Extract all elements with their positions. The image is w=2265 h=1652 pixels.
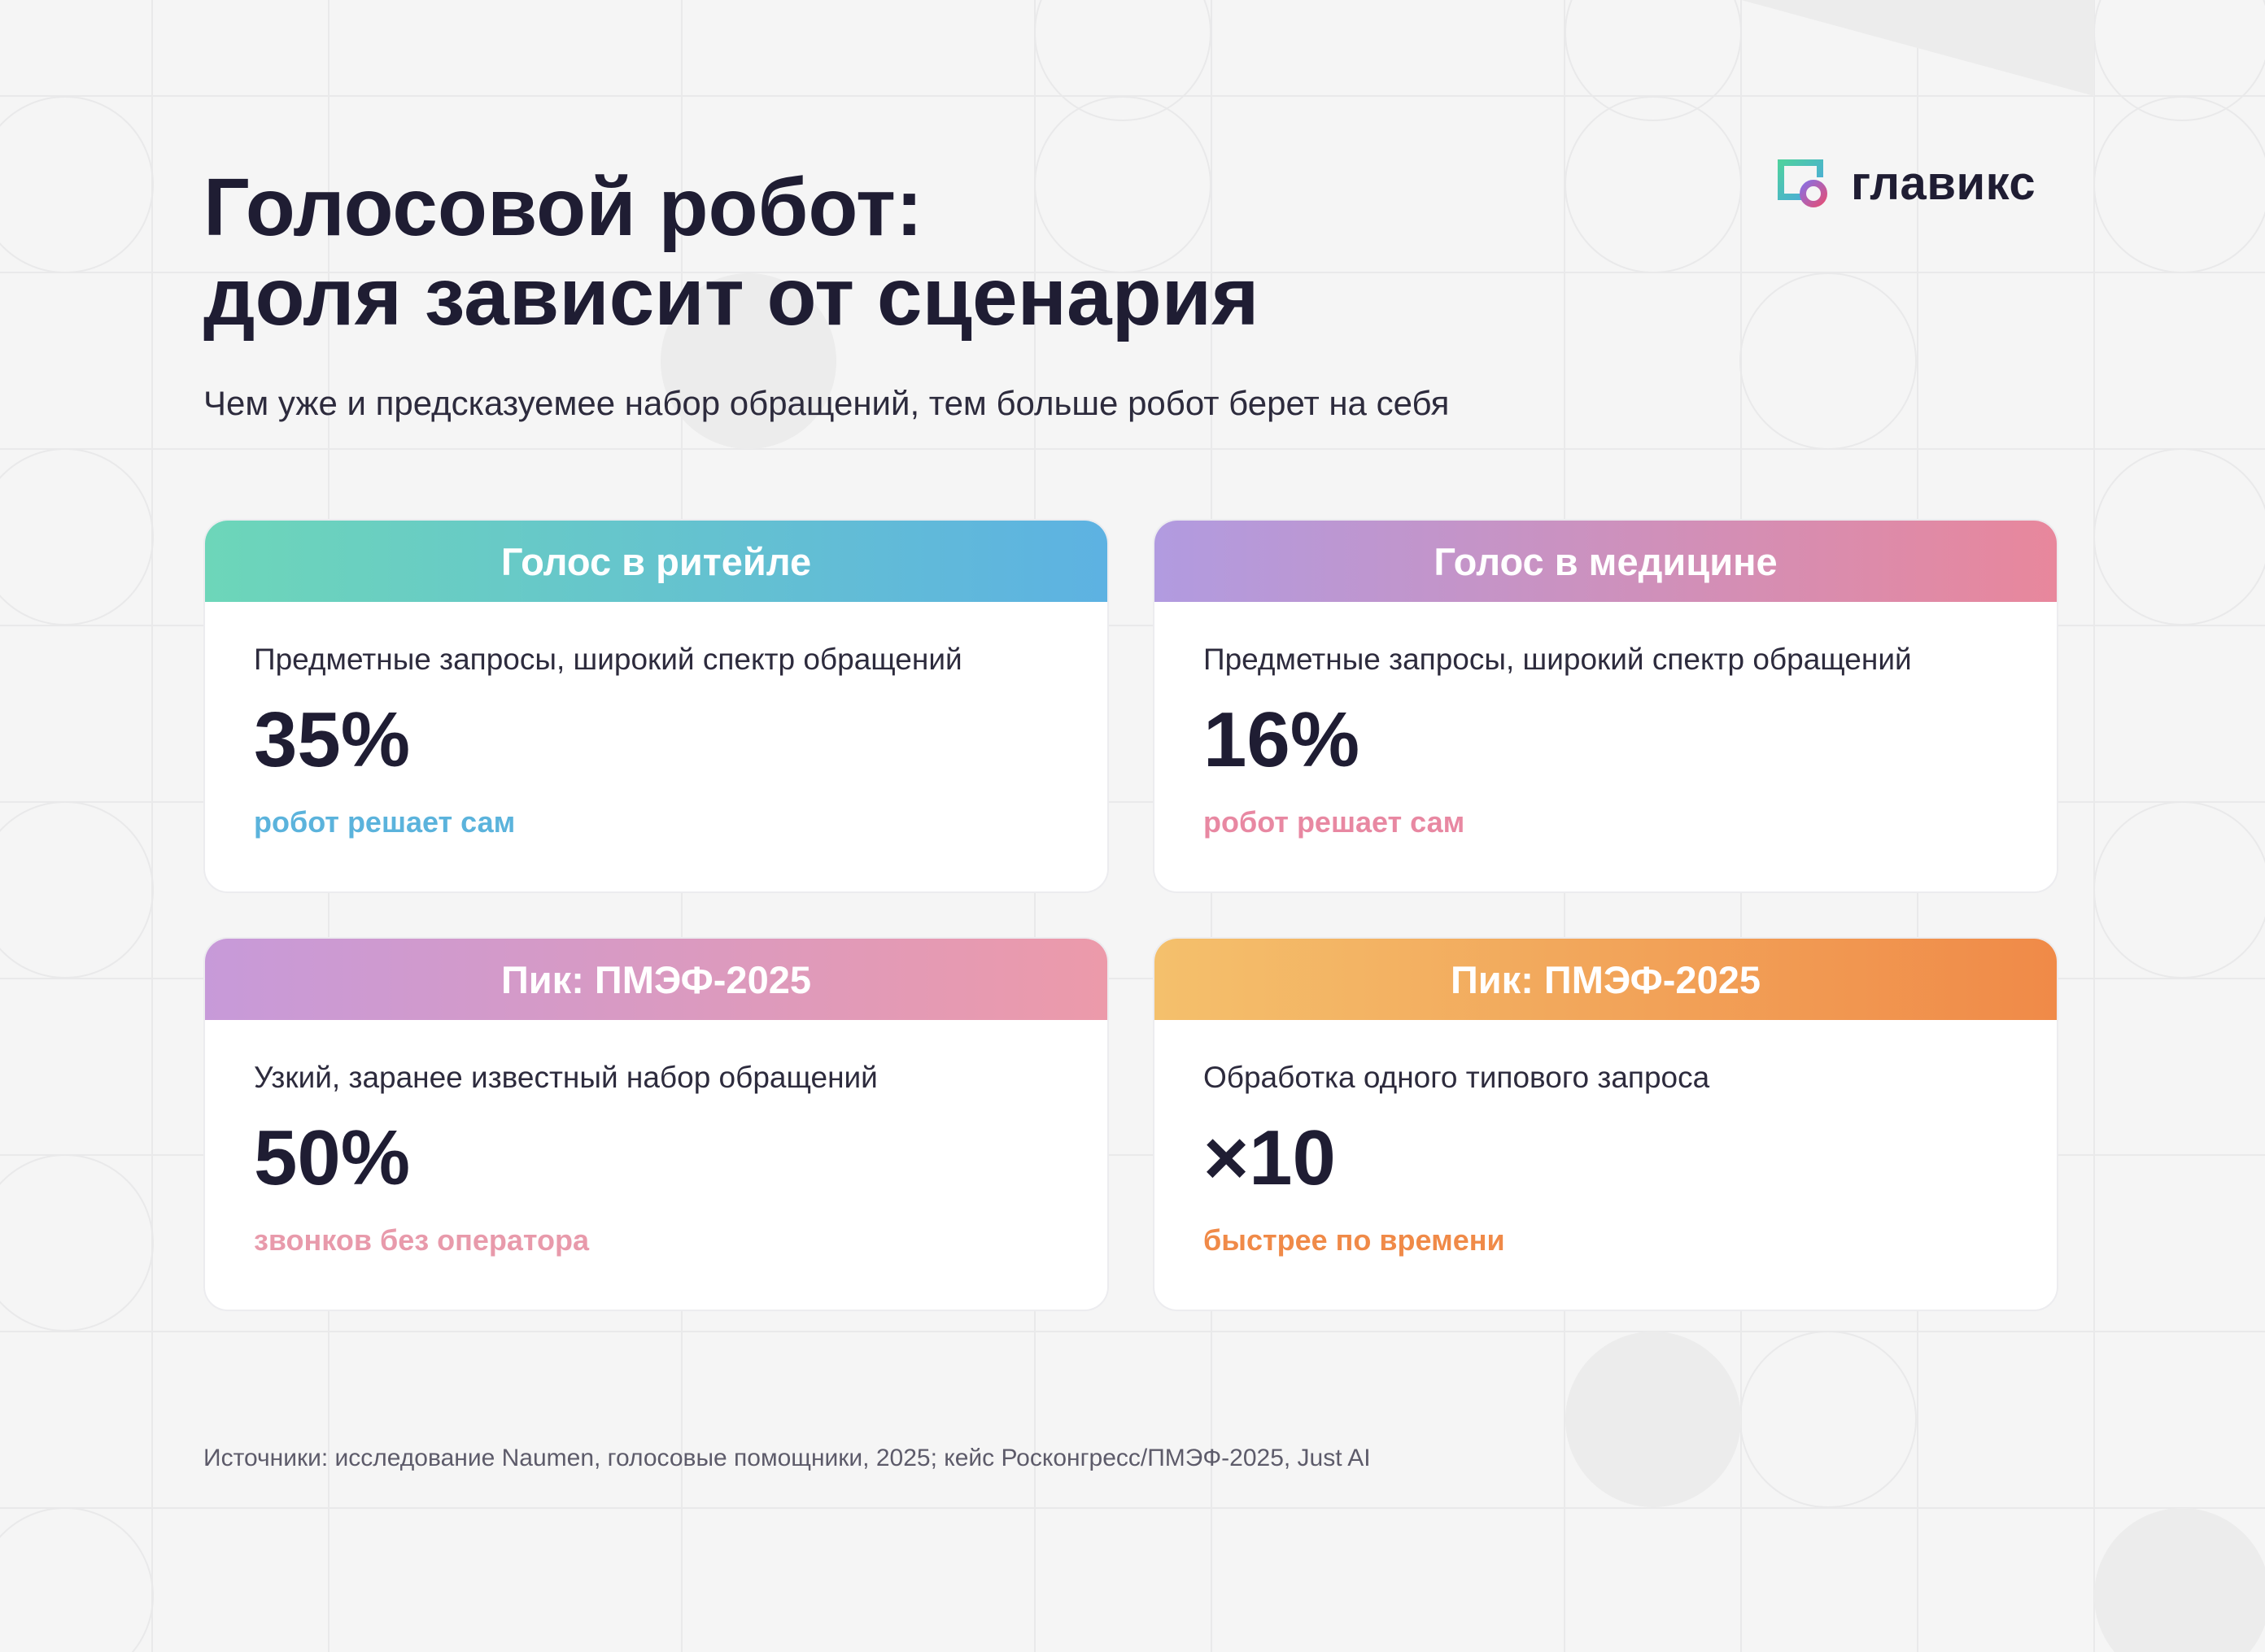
card-value: 50% bbox=[254, 1114, 411, 1201]
card-header: Пик: ПМЭФ-2025 bbox=[205, 939, 1107, 1020]
card-header: Голос в ритейле bbox=[205, 521, 1107, 602]
brand-name: главикс bbox=[1851, 157, 2036, 210]
card-description: Узкий, заранее известный набор обращений bbox=[254, 1061, 878, 1094]
card-value: 35% bbox=[254, 696, 411, 783]
card-note: звонков без оператора bbox=[254, 1223, 590, 1257]
card-description: Предметные запросы, широкий спектр обращ… bbox=[1203, 643, 1912, 676]
card-medicine: Голос в медицине Предметные запросы, шир… bbox=[1153, 519, 2058, 893]
card-retail: Голос в ритейле Предметные запросы, широ… bbox=[203, 519, 1109, 893]
card-spief-calls: Пик: ПМЭФ-2025 Узкий, заранее известный … bbox=[203, 937, 1109, 1311]
brand-logo[interactable]: главикс bbox=[1778, 159, 2036, 208]
card-spief-speed: Пик: ПМЭФ-2025 Обработка одного типового… bbox=[1153, 937, 2058, 1311]
title-line-2: доля зависит от сценария bbox=[203, 251, 1259, 342]
card-value: ×10 bbox=[1203, 1114, 1336, 1201]
card-description: Предметные запросы, широкий спектр обращ… bbox=[254, 643, 962, 676]
card-header: Пик: ПМЭФ-2025 bbox=[1154, 939, 2057, 1020]
card-note: быстрее по времени bbox=[1203, 1223, 1505, 1257]
page-title: Голосовой робот: доля зависит от сценари… bbox=[203, 163, 1259, 342]
title-line-1: Голосовой робот: bbox=[203, 162, 923, 253]
glabix-logo-icon bbox=[1778, 159, 1827, 207]
card-value: 16% bbox=[1203, 696, 1360, 783]
sources-footnote: Источники: исследование Naumen, голосовы… bbox=[203, 1445, 1371, 1471]
card-note: робот решает сам bbox=[254, 805, 516, 839]
page-subtitle: Чем уже и предсказуемее набор обращений,… bbox=[203, 384, 1450, 422]
card-note: робот решает сам bbox=[1203, 805, 1465, 839]
card-description: Обработка одного типового запроса bbox=[1203, 1061, 1710, 1094]
card-header: Голос в медицине bbox=[1154, 521, 2057, 602]
